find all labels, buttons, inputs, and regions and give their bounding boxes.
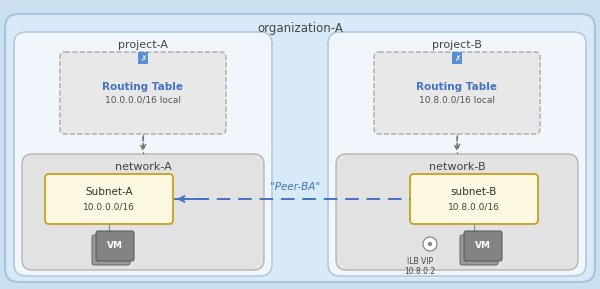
Text: 10.0.0.0/16: 10.0.0.0/16 [83, 203, 135, 212]
Text: 10.8.0.0/16 local: 10.8.0.0/16 local [419, 95, 495, 105]
Text: 10.8.0.0/16: 10.8.0.0/16 [448, 203, 500, 212]
Text: network-A: network-A [115, 162, 172, 172]
FancyBboxPatch shape [410, 174, 538, 224]
Text: Subnet-A: Subnet-A [85, 187, 133, 197]
Text: "Peer-BA": "Peer-BA" [270, 182, 320, 192]
FancyBboxPatch shape [464, 231, 502, 261]
FancyBboxPatch shape [92, 235, 130, 265]
FancyBboxPatch shape [45, 174, 173, 224]
Text: project-A: project-A [118, 40, 168, 50]
FancyBboxPatch shape [60, 52, 226, 134]
Text: ILB VIP
10.8.0.2: ILB VIP 10.8.0.2 [404, 257, 436, 276]
FancyBboxPatch shape [460, 235, 498, 265]
Text: Routing Table: Routing Table [103, 82, 184, 92]
FancyBboxPatch shape [374, 52, 540, 134]
Text: Routing Table: Routing Table [416, 82, 497, 92]
Circle shape [428, 242, 431, 245]
Text: project-B: project-B [432, 40, 482, 50]
FancyBboxPatch shape [96, 231, 134, 261]
Circle shape [423, 237, 437, 251]
FancyBboxPatch shape [22, 154, 264, 270]
Text: 10.0.0.0/16 local: 10.0.0.0/16 local [105, 95, 181, 105]
Text: VM: VM [107, 242, 123, 251]
Text: ✗: ✗ [140, 53, 146, 62]
Text: ✗: ✗ [454, 53, 460, 62]
FancyBboxPatch shape [328, 32, 586, 276]
Text: organization-A: organization-A [257, 22, 343, 35]
FancyBboxPatch shape [5, 14, 595, 282]
Text: subnet-B: subnet-B [451, 187, 497, 197]
FancyBboxPatch shape [14, 32, 272, 276]
FancyBboxPatch shape [336, 154, 578, 270]
Text: network-B: network-B [428, 162, 485, 172]
Text: VM: VM [475, 242, 491, 251]
